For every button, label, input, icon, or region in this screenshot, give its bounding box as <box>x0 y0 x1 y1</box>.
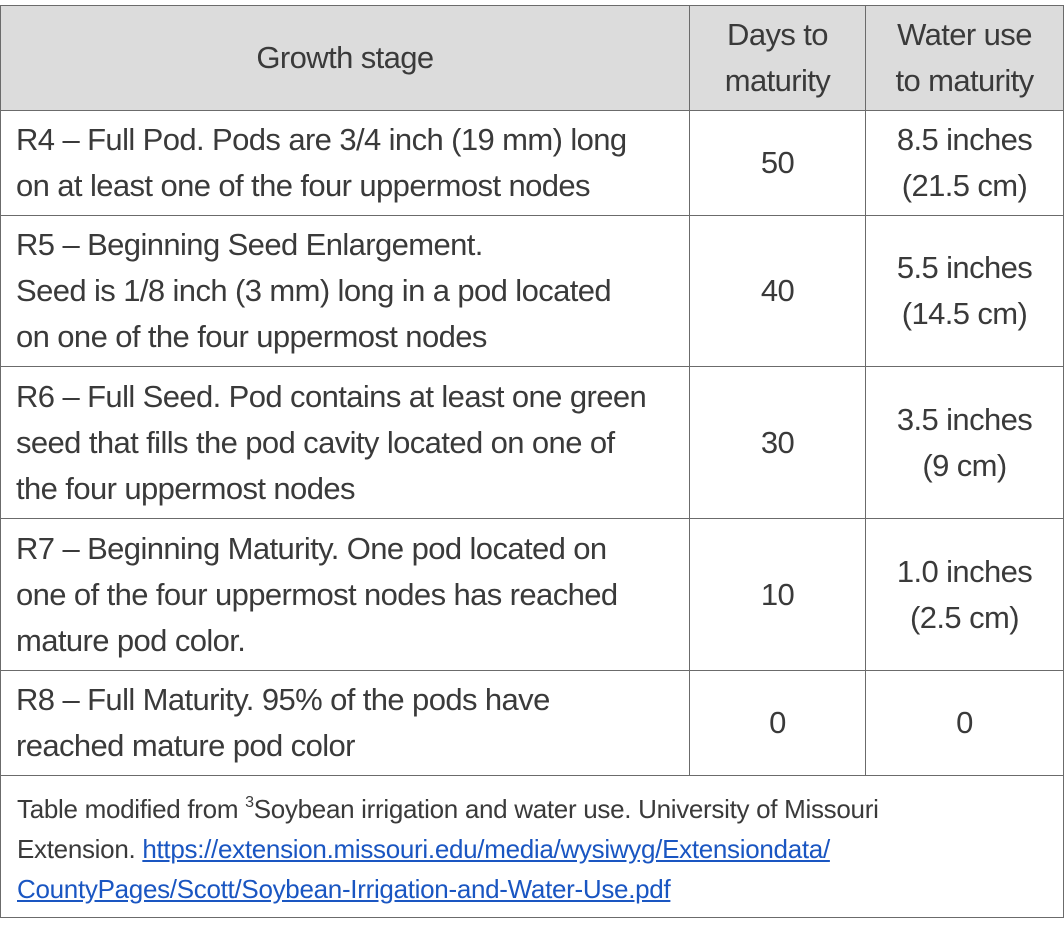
stage-description: R5 – Beginning Seed Enlargement. Seed is… <box>0 215 690 367</box>
footnote-superscript: 3 <box>245 793 254 811</box>
header-growth-stage: Growth stage <box>0 5 690 111</box>
stage-line: reached mature pod color <box>16 728 355 763</box>
stage-line: Seed is 1/8 inch (3 mm) long in a pod lo… <box>16 273 612 308</box>
growth-stage-table: Growth stage Days to maturity Water use … <box>0 5 1064 918</box>
water-use-inches: 8.5 inches <box>896 122 1033 157</box>
stage-description: R6 – Full Seed. Pod contains at least on… <box>0 366 690 519</box>
header-days-to-maturity: Days to maturity <box>689 5 866 111</box>
days-to-maturity: 10 <box>689 518 866 671</box>
header-days-line1: Days to <box>727 17 829 52</box>
water-use-cm: (2.5 cm) <box>910 599 1019 635</box>
header-days-line2: maturity <box>724 63 831 98</box>
table-row: R7 – Beginning Maturity. One pod located… <box>0 518 1064 671</box>
water-use: 5.5 inches (14.5 cm) <box>865 215 1064 367</box>
water-use: 3.5 inches (9 cm) <box>865 366 1064 519</box>
days-to-maturity: 50 <box>689 110 866 216</box>
table-row: R8 – Full Maturity. 95% of the pods have… <box>0 670 1064 776</box>
stage-line: R7 – Beginning Maturity. One pod located… <box>16 530 607 566</box>
source-link-line2[interactable]: CountyPages/Scott/Soybean-Irrigation-and… <box>17 873 671 904</box>
water-use: 0 <box>865 670 1064 776</box>
stage-description: R4 – Full Pod. Pods are 3/4 inch (19 mm)… <box>0 110 690 216</box>
days-to-maturity: 40 <box>689 215 866 367</box>
table-row: R5 – Beginning Seed Enlargement. Seed is… <box>0 215 1064 367</box>
water-use-inches: 3.5 inches <box>896 401 1033 437</box>
table-header-row: Growth stage Days to maturity Water use … <box>0 5 1064 111</box>
days-to-maturity: 30 <box>689 366 866 519</box>
water-use: 1.0 inches (2.5 cm) <box>865 518 1064 671</box>
table-row: R4 – Full Pod. Pods are 3/4 inch (19 mm)… <box>0 110 1064 216</box>
source-prefix: Table modified from <box>17 793 246 824</box>
source-link[interactable]: https://extension.missouri.edu/media/wys… <box>17 834 830 904</box>
water-use-cm: (14.5 cm) <box>901 296 1028 331</box>
stage-line: R4 – Full Pod. Pods are 3/4 inch (19 mm)… <box>16 122 627 157</box>
water-use-cm: (21.5 cm) <box>901 168 1028 203</box>
stage-line: seed that fills the pod cavity located o… <box>16 424 615 460</box>
header-water-use: Water use to maturity <box>865 5 1064 111</box>
water-use: 8.5 inches (21.5 cm) <box>865 110 1064 216</box>
water-use-inches: 1.0 inches <box>896 553 1033 589</box>
stage-line: on one of the four uppermost nodes <box>16 319 487 354</box>
stage-description: R8 – Full Maturity. 95% of the pods have… <box>0 670 690 776</box>
stage-line: R6 – Full Seed. Pod contains at least on… <box>16 378 647 414</box>
source-note: Table modified from 3Soybean irrigation … <box>0 775 1064 918</box>
source-extension: Extension. <box>17 833 143 864</box>
stage-line: R5 – Beginning Seed Enlargement. <box>16 227 483 262</box>
stage-line: R8 – Full Maturity. 95% of the pods have <box>16 682 550 717</box>
stage-line: one of the four uppermost nodes has reac… <box>16 576 618 612</box>
water-use-cm: (9 cm) <box>922 447 1007 483</box>
stage-description: R7 – Beginning Maturity. One pod located… <box>0 518 690 671</box>
stage-line: the four uppermost nodes <box>16 470 355 506</box>
stage-line: on at least one of the four uppermost no… <box>16 168 591 203</box>
header-water-line2: to maturity <box>895 63 1034 98</box>
days-to-maturity: 0 <box>689 670 866 776</box>
source-link-line1[interactable]: https://extension.missouri.edu/media/wys… <box>142 833 830 864</box>
stage-line: mature pod color. <box>16 622 246 658</box>
table-row: R6 – Full Seed. Pod contains at least on… <box>0 366 1064 519</box>
water-use-inches: 5.5 inches <box>896 250 1033 285</box>
header-water-line1: Water use <box>897 17 1032 52</box>
source-title: Soybean irrigation and water use. Univer… <box>253 793 879 824</box>
source-row: Table modified from 3Soybean irrigation … <box>0 775 1064 918</box>
